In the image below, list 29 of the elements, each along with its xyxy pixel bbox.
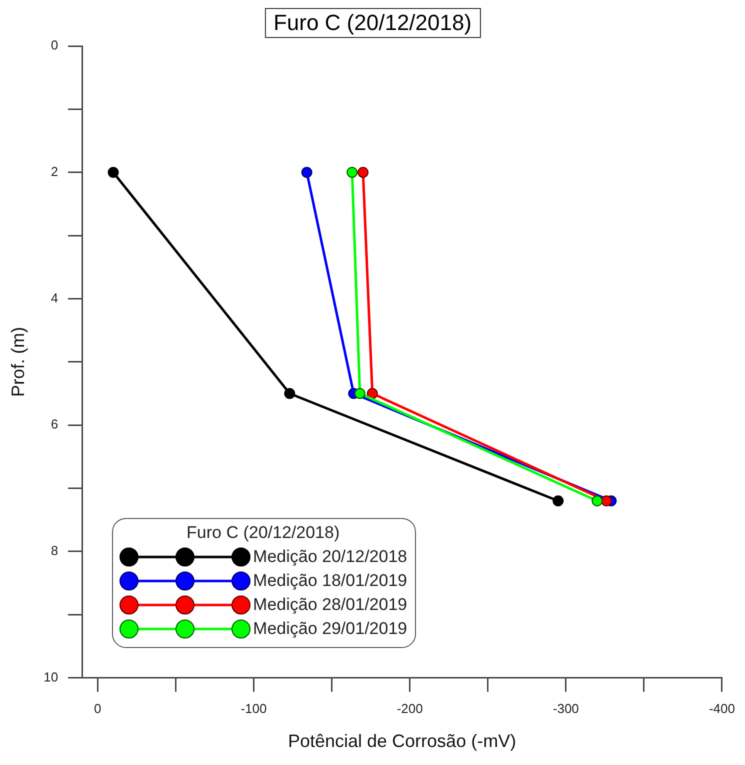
- x-axis-title: Potêncial de Corrosão (-mV): [288, 731, 516, 752]
- point: [592, 495, 603, 506]
- x-tick-label: -400: [708, 701, 736, 716]
- y-tick-label: 4: [50, 290, 58, 306]
- y-tick-label: 0: [50, 38, 58, 53]
- legend-label: Medição 29/01/2019: [253, 618, 408, 639]
- y-axis-title: Prof. (m): [8, 326, 28, 397]
- point: [346, 166, 358, 178]
- x-tick-label: -100: [240, 701, 267, 716]
- point: [366, 388, 378, 399]
- x-tick-label: -300: [552, 701, 579, 716]
- y-tick-label: 2: [50, 164, 58, 179]
- point: [358, 166, 369, 178]
- point: [301, 166, 312, 178]
- y-tick-label: 8: [50, 543, 58, 558]
- y-tick-label: 6: [50, 416, 58, 432]
- point: [108, 166, 119, 178]
- chart-title: Furo C (20/12/2018): [264, 8, 481, 38]
- legend-label: Medição 18/01/2019: [253, 570, 408, 591]
- point: [552, 495, 564, 506]
- legend-label: Medição 28/01/2019: [253, 594, 408, 615]
- y-tick-label: 10: [44, 669, 58, 684]
- point: [284, 388, 296, 399]
- point: [354, 388, 366, 399]
- point: [600, 495, 612, 506]
- x-tick-label: -200: [396, 701, 423, 716]
- legend-label: Medição 20/12/2018: [253, 546, 408, 567]
- legend-title: Furo C (20/12/2018): [186, 522, 341, 543]
- x-tick-label: 0: [94, 701, 102, 716]
